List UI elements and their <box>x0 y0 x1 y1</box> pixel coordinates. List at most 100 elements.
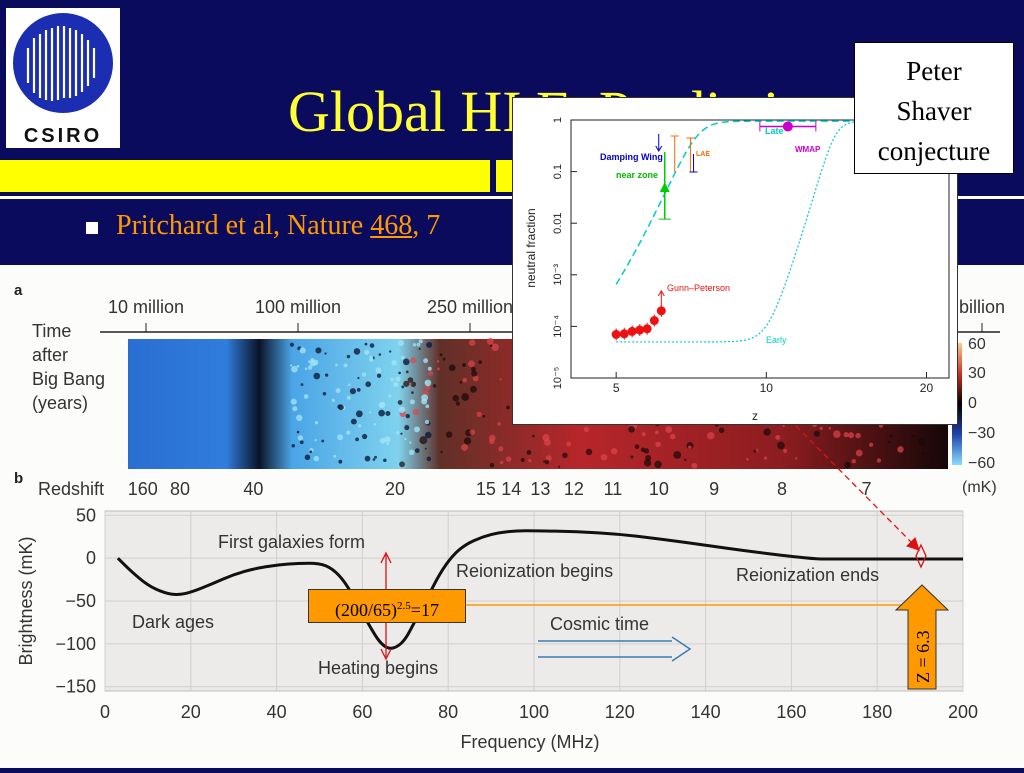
texture-dot <box>421 398 428 405</box>
texture-dot <box>299 347 306 354</box>
label-late: Late <box>765 126 784 136</box>
texture-dot <box>462 362 466 367</box>
texture-dot <box>405 413 411 419</box>
texture-dot <box>322 391 327 396</box>
texture-dot <box>545 455 552 462</box>
texture-dot <box>499 378 502 381</box>
x-tick-label: 100 <box>519 702 549 722</box>
texture-dot <box>436 367 440 371</box>
texture-dot <box>471 366 476 372</box>
texture-dot <box>409 382 413 386</box>
redshift-tick-label: 10 <box>649 479 669 499</box>
y-tick-label: 50 <box>76 505 96 525</box>
texture-dot <box>296 414 303 422</box>
inset-y-tick-label: 10⁻⁴ <box>552 315 564 338</box>
redshift-tick-label: 12 <box>564 479 584 499</box>
y-tick-labels: 50 0 −50 −100 −150 <box>55 505 96 696</box>
label-early: Early <box>766 335 787 345</box>
texture-dot <box>380 401 386 407</box>
inset-y-tick-label: 1 <box>552 117 564 123</box>
texture-dot <box>337 434 344 441</box>
inset-data-points <box>611 121 817 341</box>
texture-dot <box>497 422 502 426</box>
texture-dot <box>289 342 295 347</box>
texture-dot <box>468 339 476 346</box>
texture-dot <box>655 441 661 448</box>
texture-dot <box>532 434 535 438</box>
texture-dot <box>428 370 434 376</box>
texture-dot <box>309 359 316 367</box>
texture-dot <box>353 348 361 355</box>
label-damping-wing: Damping Wing <box>600 152 663 162</box>
label-wmap: WMAP <box>795 145 821 154</box>
texture-dot <box>402 358 410 366</box>
gp-point <box>635 325 645 335</box>
inset-y-ticks: 1 0.1 0.01 10⁻³ 10⁻⁴ 10⁻⁵ <box>552 117 577 389</box>
redshift-tick-label: 20 <box>385 479 405 499</box>
texture-dot <box>376 373 382 378</box>
texture-dot <box>459 381 463 384</box>
texture-dot <box>847 432 855 439</box>
texture-dot <box>528 458 532 463</box>
texture-dot <box>290 398 297 405</box>
texture-dot <box>378 409 385 417</box>
texture-dot <box>628 426 635 433</box>
texture-dot <box>412 343 417 347</box>
svg-text:60: 60 <box>968 336 986 353</box>
texture-dot <box>683 458 687 462</box>
label-lae: LAE <box>696 151 710 158</box>
texture-dot <box>499 460 504 465</box>
texture-dot <box>520 457 525 463</box>
texture-dot <box>369 343 375 348</box>
texture-dot <box>461 393 470 401</box>
panel-b-label: b <box>14 470 23 487</box>
texture-dot <box>401 385 405 389</box>
callout-line: conjecture <box>877 136 991 166</box>
texture-dot <box>424 447 427 450</box>
texture-dot <box>414 448 420 453</box>
texture-dot <box>364 349 370 355</box>
texture-dot <box>299 440 304 445</box>
bullet-volume-link[interactable]: 468 <box>370 210 413 241</box>
redshift-tick-label: 11 <box>604 479 623 499</box>
texture-dot <box>746 458 749 461</box>
redshift-tick-label: 80 <box>170 479 190 499</box>
ratio-exponent: 2.5 <box>397 600 411 612</box>
texture-dot <box>309 450 313 453</box>
redshift-tick-label: 8 <box>777 479 787 499</box>
texture-dot <box>472 375 479 382</box>
callout-line: Shaver <box>896 96 972 126</box>
texture-dot <box>379 437 386 444</box>
y-axis-label: Brightness (mK) <box>16 536 36 665</box>
texture-dot <box>782 424 785 428</box>
x-tick-label: 80 <box>438 702 458 722</box>
texture-dot <box>396 431 400 435</box>
texture-dot <box>471 370 478 377</box>
texture-dot <box>361 433 368 440</box>
texture-dot <box>489 434 496 442</box>
ratio-result: =17 <box>410 600 439 620</box>
texture-dot <box>338 459 343 464</box>
inset-y-tick-label: 10⁻⁵ <box>552 367 564 390</box>
label-gunn-peterson: Gunn–Peterson <box>667 283 730 293</box>
texture-dot <box>349 388 356 395</box>
texture-dot <box>855 432 861 439</box>
texture-dot <box>399 461 405 468</box>
texture-dot <box>455 401 461 406</box>
logo-text: CSIRO <box>24 125 102 147</box>
texture-dot <box>383 458 387 463</box>
redshift-tick-label: 160 <box>128 479 158 499</box>
texture-dot <box>425 404 430 409</box>
y-tick-label: −100 <box>55 634 96 654</box>
z-marker-diamond <box>915 543 927 569</box>
texture-dot <box>398 340 404 346</box>
texture-dot <box>925 463 930 467</box>
texture-dot <box>655 430 659 435</box>
texture-dot <box>452 394 460 402</box>
texture-dot <box>397 400 403 405</box>
wmap-point <box>782 121 793 132</box>
texture-dot <box>404 437 407 441</box>
texture-dot <box>461 444 468 451</box>
texture-dot <box>897 446 904 453</box>
texture-dot <box>888 440 891 444</box>
